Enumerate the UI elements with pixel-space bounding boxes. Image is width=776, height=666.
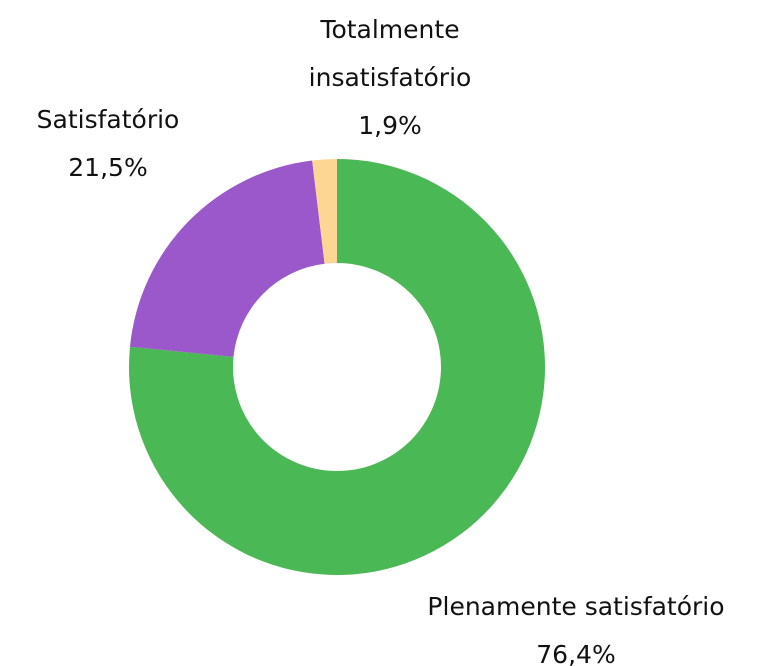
value-label: 76,4% <box>536 640 616 666</box>
value-label: 21,5% <box>68 153 148 182</box>
category-label: Satisfatório <box>36 105 180 134</box>
category-label: Plenamente satisfatório <box>427 592 725 621</box>
slice-label: Plenamente satisfatório 76,4% <box>366 583 776 666</box>
category-label: Totalmente insatisfatório <box>308 15 472 92</box>
donut-slice <box>312 159 337 264</box>
donut-slice <box>129 159 545 575</box>
slice-label: Satisfatório 21,5% <box>0 96 228 192</box>
slice-label: Totalmente insatisfatório 1,9% <box>275 6 505 150</box>
donut-slice <box>129 160 325 357</box>
value-label: 1,9% <box>358 111 422 140</box>
